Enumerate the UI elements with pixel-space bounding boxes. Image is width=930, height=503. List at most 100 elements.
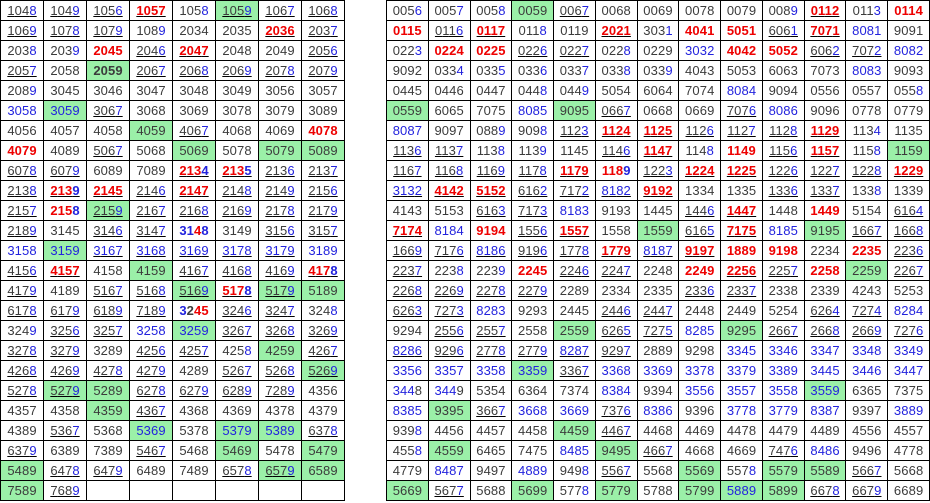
- number-cell[interactable]: 9097: [427, 120, 471, 141]
- number-cell[interactable]: 2335: [636, 280, 680, 301]
- number-cell[interactable]: 2021: [594, 20, 638, 41]
- number-cell[interactable]: 7475: [511, 440, 555, 461]
- number-cell[interactable]: 9198: [761, 240, 805, 261]
- number-cell[interactable]: 2156: [301, 180, 345, 201]
- number-cell[interactable]: 0078: [678, 0, 722, 21]
- number-cell[interactable]: 9396: [678, 400, 722, 421]
- number-cell[interactable]: 3368: [594, 360, 638, 381]
- number-cell[interactable]: 3558: [761, 380, 805, 401]
- number-cell[interactable]: 1157: [803, 140, 847, 161]
- number-cell[interactable]: 9294: [386, 320, 429, 341]
- number-cell[interactable]: 3669: [553, 400, 596, 421]
- number-cell[interactable]: 1226: [761, 160, 805, 181]
- number-cell[interactable]: 2189: [0, 220, 44, 241]
- number-cell[interactable]: 3146: [86, 220, 130, 241]
- number-cell[interactable]: 2167: [129, 200, 173, 221]
- number-cell[interactable]: 1138: [469, 140, 513, 161]
- number-cell[interactable]: 2149: [258, 180, 302, 201]
- number-cell[interactable]: 4358: [43, 400, 87, 421]
- number-cell[interactable]: 2449: [720, 300, 763, 321]
- number-cell[interactable]: 3268: [258, 320, 302, 341]
- number-cell[interactable]: 1889: [720, 240, 763, 261]
- number-cell[interactable]: 6165: [678, 220, 722, 241]
- number-cell[interactable]: 9095: [553, 100, 596, 121]
- number-cell[interactable]: 2237: [386, 260, 429, 281]
- number-cell[interactable]: 2249: [678, 260, 722, 281]
- number-cell[interactable]: 9295: [720, 320, 763, 341]
- number-cell[interactable]: 5052: [761, 40, 805, 61]
- number-cell[interactable]: 2269: [427, 280, 471, 301]
- number-cell[interactable]: 1058: [172, 0, 216, 21]
- number-cell[interactable]: 4368: [172, 400, 216, 421]
- number-cell[interactable]: 2056: [301, 40, 345, 61]
- number-cell[interactable]: 4042: [720, 40, 763, 61]
- number-cell[interactable]: 4478: [720, 420, 763, 441]
- number-cell[interactable]: 4469: [678, 420, 722, 441]
- number-cell[interactable]: 0778: [845, 100, 889, 121]
- number-cell[interactable]: 3258: [129, 320, 173, 341]
- number-cell[interactable]: 9196: [511, 240, 555, 261]
- number-cell[interactable]: 4268: [0, 360, 44, 381]
- number-cell[interactable]: 2036: [258, 20, 302, 41]
- number-cell[interactable]: 3168: [129, 240, 173, 261]
- number-cell[interactable]: 1229: [887, 160, 930, 181]
- number-cell[interactable]: 2135: [215, 160, 259, 181]
- number-cell[interactable]: 3032: [678, 40, 722, 61]
- number-cell[interactable]: 1556: [511, 220, 555, 241]
- number-cell[interactable]: 2046: [129, 40, 173, 61]
- number-cell[interactable]: 3668: [511, 400, 555, 421]
- number-cell[interactable]: 4459: [553, 420, 596, 441]
- number-cell[interactable]: 0223: [386, 40, 429, 61]
- number-cell[interactable]: 1334: [678, 180, 722, 201]
- number-cell[interactable]: 5569: [678, 460, 722, 481]
- number-cell[interactable]: 3356: [386, 360, 429, 381]
- number-cell[interactable]: 4556: [845, 420, 889, 441]
- number-cell[interactable]: 3149: [215, 220, 259, 241]
- number-cell[interactable]: 9098: [511, 120, 555, 141]
- number-cell[interactable]: 8086: [761, 100, 805, 121]
- number-cell[interactable]: 3059: [43, 100, 87, 121]
- number-cell[interactable]: 1159: [887, 140, 930, 161]
- number-cell[interactable]: 2248: [636, 260, 680, 281]
- number-cell[interactable]: 2334: [594, 280, 638, 301]
- number-cell[interactable]: 5799: [678, 480, 722, 501]
- number-cell[interactable]: 4267: [301, 340, 345, 361]
- number-cell[interactable]: 4057: [43, 120, 87, 141]
- number-cell[interactable]: 1145: [553, 140, 596, 161]
- number-cell[interactable]: 2034: [172, 20, 216, 41]
- number-cell[interactable]: 2447: [636, 300, 680, 321]
- number-cell[interactable]: 9297: [594, 340, 638, 361]
- number-cell[interactable]: 1447: [720, 200, 763, 221]
- number-cell[interactable]: 6078: [0, 160, 44, 181]
- number-cell[interactable]: 2267: [887, 260, 930, 281]
- number-cell[interactable]: 4378: [258, 400, 302, 421]
- number-cell[interactable]: 2258: [803, 260, 847, 281]
- number-cell[interactable]: 3048: [172, 80, 216, 101]
- number-cell[interactable]: 7476: [761, 440, 805, 461]
- number-cell[interactable]: 1127: [720, 120, 763, 141]
- number-cell[interactable]: 1126: [678, 120, 722, 141]
- empty-cell[interactable]: [215, 480, 259, 501]
- number-cell[interactable]: 3559: [803, 380, 847, 401]
- number-cell[interactable]: 8182: [594, 180, 638, 201]
- number-cell[interactable]: 2446: [594, 300, 638, 321]
- number-cell[interactable]: 1129: [803, 120, 847, 141]
- number-cell[interactable]: 6289: [215, 380, 259, 401]
- number-cell[interactable]: 2556: [427, 320, 471, 341]
- number-cell[interactable]: 4889: [511, 460, 555, 481]
- number-cell[interactable]: 0779: [887, 100, 930, 121]
- number-cell[interactable]: 3047: [129, 80, 173, 101]
- number-cell[interactable]: 0112: [803, 0, 847, 21]
- empty-cell[interactable]: [172, 480, 216, 501]
- number-cell[interactable]: 0113: [845, 0, 889, 21]
- number-cell[interactable]: 3058: [0, 100, 44, 121]
- number-cell[interactable]: 6279: [172, 380, 216, 401]
- number-cell[interactable]: 3389: [761, 360, 805, 381]
- number-cell[interactable]: 1149: [720, 140, 763, 161]
- number-cell[interactable]: 2338: [761, 280, 805, 301]
- number-cell[interactable]: 2289: [553, 280, 596, 301]
- number-cell[interactable]: 3667: [469, 400, 513, 421]
- number-cell[interactable]: 7173: [511, 200, 555, 221]
- number-cell[interactable]: 5368: [86, 420, 130, 441]
- number-cell[interactable]: 6578: [215, 460, 259, 481]
